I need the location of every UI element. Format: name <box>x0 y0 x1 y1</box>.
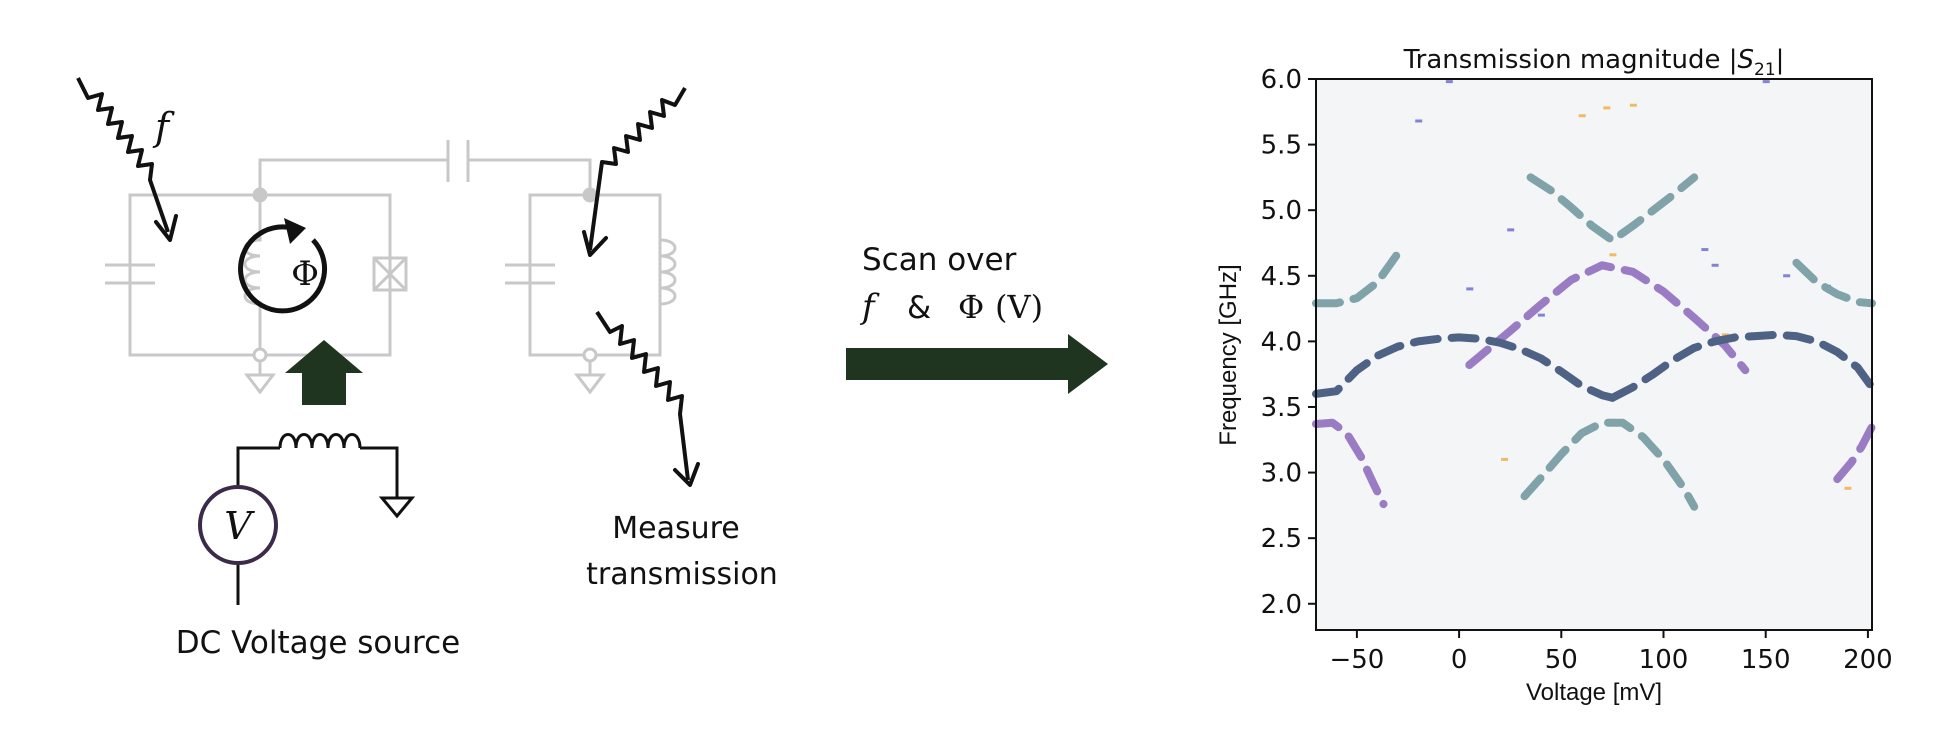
resonance-curve-purple <box>1833 422 1876 484</box>
scan-arrow-icon <box>846 334 1108 394</box>
resonance-curve-teal <box>1792 258 1876 308</box>
plot-frame <box>1315 78 1873 631</box>
right-capacitor-icon <box>505 195 555 355</box>
noise-speck <box>1609 253 1617 257</box>
noise-speck <box>1466 287 1474 291</box>
noise-speck <box>1783 274 1791 278</box>
resonance-curve-purple <box>1312 418 1388 509</box>
y-tick-label: 3.0 <box>1261 459 1302 489</box>
frequency-label: f <box>152 105 175 149</box>
node-dot-right <box>582 187 598 203</box>
noise-speck <box>1445 80 1453 84</box>
voltmeter-label: V <box>224 504 255 548</box>
measure-label-line2: transmission <box>586 557 778 592</box>
y-tick-label: 4.5 <box>1261 262 1302 292</box>
transmission-heatmap-chart: −50 0 50 100 150 200 2.0 2.5 3.0 3.5 4.0 4.5 5.0 5.5… <box>1215 45 1893 706</box>
noise-speck <box>1711 263 1719 267</box>
left-inductor-icon <box>243 195 262 355</box>
dc-bias-line <box>236 433 416 605</box>
noise-speck <box>1701 248 1709 252</box>
y-axis-ticks: 2.0 2.5 3.0 3.5 4.0 4.5 5.0 5.5 6.0 <box>1261 65 1316 620</box>
noise-speck <box>1415 119 1423 123</box>
x-axis-ticks: −50 0 50 100 150 200 <box>1329 630 1893 675</box>
y-tick-label: 6.0 <box>1261 65 1302 95</box>
resonance-curve-navy <box>1608 330 1876 402</box>
right-inductor-icon <box>658 195 677 355</box>
x-tick-label: 200 <box>1843 645 1893 675</box>
y-tick-label: 4.0 <box>1261 327 1302 357</box>
noise-speck <box>1537 313 1545 317</box>
dc-voltage-source-label: DC Voltage source <box>176 625 460 661</box>
noise-speck <box>1507 228 1515 232</box>
voltmeter-icon <box>198 485 278 565</box>
resonance-curve-teal <box>1312 249 1402 308</box>
flux-bias-arrow-icon <box>285 340 363 405</box>
resonance-curve-navy <box>1312 333 1617 402</box>
y-axis-label: Frequency [GHz] <box>1215 264 1242 445</box>
y-tick-label: 2.5 <box>1261 524 1302 554</box>
x-tick-label: 150 <box>1741 645 1791 675</box>
y-tick-label: 2.0 <box>1261 590 1302 620</box>
x-tick-label: −50 <box>1329 645 1384 675</box>
scan-ampersand-label: & <box>907 290 931 326</box>
noise-speck <box>1501 457 1509 461</box>
probe-wave-arrow-icon <box>582 86 687 257</box>
ground-icon-left <box>243 347 277 395</box>
bias-inductor-icon <box>278 433 362 449</box>
noise-layer <box>1415 80 1852 490</box>
x-tick-label: 100 <box>1639 645 1689 675</box>
measure-label-line1: Measure <box>612 511 740 546</box>
resonance-curve-teal <box>1520 418 1699 511</box>
input-wave-arrow-icon <box>76 77 178 242</box>
flux-label: Φ <box>291 254 319 294</box>
resonance-curve-teal <box>1526 173 1699 245</box>
node-dot-left <box>252 187 268 203</box>
resonance-curve-purple <box>1465 261 1750 375</box>
x-axis-label: Voltage [mV] <box>1526 679 1662 706</box>
output-wave-arrow-icon <box>595 310 700 487</box>
scan-f-label: f <box>859 287 880 327</box>
y-tick-label: 5.5 <box>1261 131 1302 161</box>
left-capacitor-icon <box>105 195 155 355</box>
noise-speck <box>1721 333 1729 337</box>
noise-speck <box>1578 114 1586 118</box>
chart-title: Transmission magnitude |S21| <box>1403 45 1785 80</box>
josephson-junction-icon <box>372 195 408 355</box>
plot-background <box>1316 79 1872 630</box>
x-tick-label: 0 <box>1451 645 1468 675</box>
coupling-line <box>258 158 592 195</box>
scan-voltage-label: (V) <box>995 288 1043 326</box>
flux-loop-icon <box>238 218 328 314</box>
noise-speck <box>1844 486 1852 490</box>
scan-phi-label: Φ <box>958 288 984 326</box>
y-tick-label: 5.0 <box>1261 196 1302 226</box>
ground-icon-bias <box>378 496 416 519</box>
noise-speck <box>1762 80 1770 84</box>
ground-icon-right <box>573 347 607 395</box>
x-tick-label: 50 <box>1545 645 1578 675</box>
series-layer <box>1312 173 1876 511</box>
circuit-schematic <box>105 140 677 395</box>
scan-over-label: Scan over <box>862 242 1017 278</box>
y-tick-label: 3.5 <box>1261 393 1302 423</box>
noise-speck <box>1629 103 1637 107</box>
noise-speck <box>1603 106 1611 110</box>
